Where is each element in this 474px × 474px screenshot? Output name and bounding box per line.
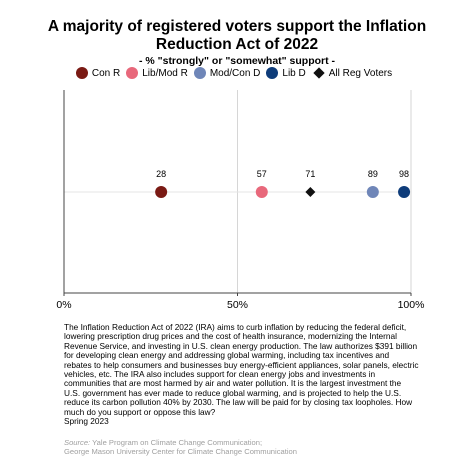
legend-item-all-reg-voters: All Reg Voters [312,67,393,79]
data-point-con-r [155,186,168,198]
chart-title: A majority of registered voters support … [0,18,474,54]
source-line-2: George Mason University Center for Clima… [64,447,297,457]
data-label-lib-mod-r: 57 [257,169,267,179]
legend-marker-con-r [75,67,88,79]
legend-marker-all-reg-voters [313,67,325,79]
legend-item-lib-d: Lib D [266,67,306,79]
legend-label-lib-mod-r: Lib/Mod R [142,67,188,79]
source-line-1: Yale Program on Climate Change Communica… [92,438,263,447]
data-label-lib-d: 98 [399,169,409,179]
data-point-all-reg-voters [305,187,316,197]
source-note: Source: Yale Program on Climate Change C… [64,438,297,457]
legend-label-con-r: Con R [91,67,121,79]
data-point-lib-mod-r [255,186,268,198]
x-tick-label: 50% [227,299,248,311]
data-label-mod-con-d: 89 [368,169,378,179]
x-tick-label: 0% [56,299,71,311]
legend-marker-lib-mod-r [126,67,139,79]
chart-title-line-2: Reduction Act of 2022 [155,36,319,53]
legend-label-mod-con-d: Mod/Con D [209,67,261,79]
survey-date: Spring 2023 [64,416,109,426]
legend-marker-mod-con-d [193,67,206,79]
data-point-lib-d [398,186,411,198]
legend-item-con-r: Con R [75,67,121,79]
legend-marker-lib-d [266,67,279,79]
legend-label-lib-d: Lib D [282,67,306,79]
legend-label-all-reg-voters: All Reg Voters [328,67,393,79]
x-tick-label: 100% [398,299,425,311]
source-label: Source: [64,438,91,447]
chart-title-line-1: A majority of registered voters support … [47,18,427,35]
data-label-con-r: 28 [156,169,166,179]
data-label-all-reg-voters: 71 [305,169,315,179]
question-description: The Inflation Reduction Act of 2022 (IRA… [64,322,419,417]
data-point-mod-con-d [366,186,379,198]
chart-subtitle: - % "strongly" or "somewhat" support - [138,55,336,67]
legend-item-mod-con-d: Mod/Con D [193,67,261,79]
legend: Con R Lib/Mod R Mod/Con D Lib D All Reg … [0,66,474,80]
legend-item-lib-mod-r: Lib/Mod R [126,67,188,79]
dot-plot: 0% 50% 100% 28 57 71 89 98 [56,90,425,311]
